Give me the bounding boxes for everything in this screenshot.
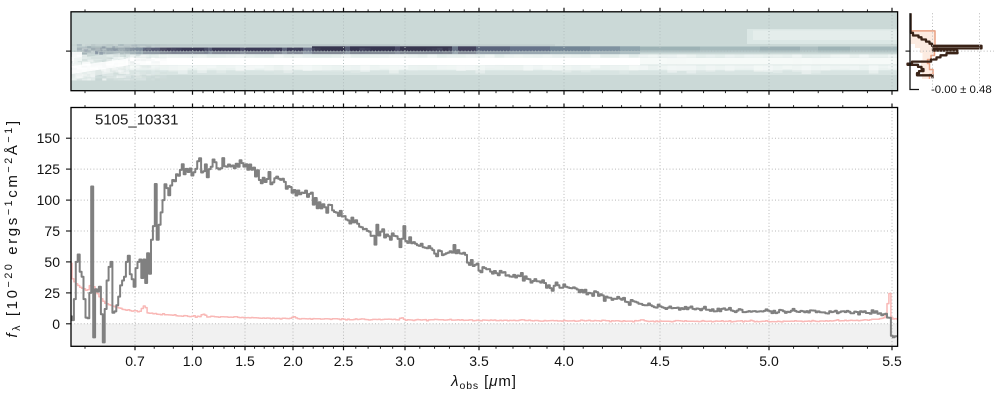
svg-text:4.5: 4.5 (650, 353, 670, 369)
svg-text:3.5: 3.5 (469, 353, 489, 369)
svg-text:25: 25 (44, 285, 60, 301)
svg-text:150: 150 (37, 130, 61, 146)
svg-text:fλ [10−20 ergs−1cm−2Å−1]: fλ [10−20 ergs−1cm−2Å−1] (3, 118, 23, 337)
svg-text:2.5: 2.5 (334, 353, 354, 369)
svg-text:2.0: 2.0 (283, 353, 303, 369)
svg-text:5.0: 5.0 (759, 353, 779, 369)
svg-text:4.0: 4.0 (554, 353, 574, 369)
svg-text:3.0: 3.0 (395, 353, 415, 369)
svg-text:75: 75 (44, 223, 60, 239)
svg-text:-0.00 ± 0.48: -0.00 ± 0.48 (931, 84, 992, 96)
svg-text:5.5: 5.5 (882, 353, 902, 369)
svg-text:λobs [μm]: λobs [μm] (450, 373, 517, 392)
svg-text:1.5: 1.5 (235, 353, 255, 369)
svg-text:1.0: 1.0 (183, 353, 203, 369)
svg-text:0.7: 0.7 (125, 353, 145, 369)
svg-text:100: 100 (37, 192, 61, 208)
svg-text:50: 50 (44, 254, 60, 270)
svg-text:0: 0 (52, 316, 60, 332)
svg-text:5105_10331: 5105_10331 (95, 112, 178, 129)
svg-text:125: 125 (37, 161, 61, 177)
